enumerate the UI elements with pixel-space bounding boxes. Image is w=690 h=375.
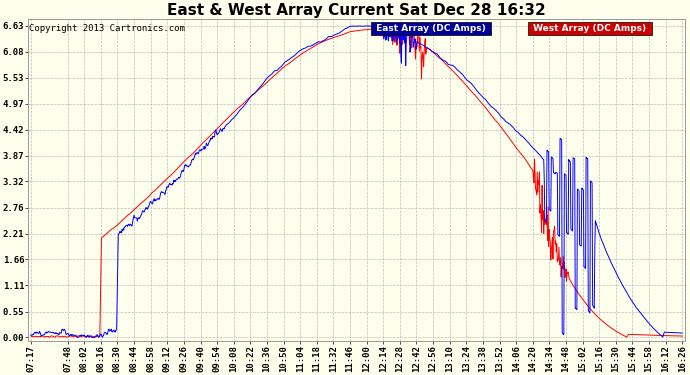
Text: Copyright 2013 Cartronics.com: Copyright 2013 Cartronics.com [29, 24, 185, 33]
Text: East Array (DC Amps): East Array (DC Amps) [373, 24, 489, 33]
Text: West Array (DC Amps): West Array (DC Amps) [531, 24, 650, 33]
Title: East & West Array Current Sat Dec 28 16:32: East & West Array Current Sat Dec 28 16:… [167, 3, 546, 18]
